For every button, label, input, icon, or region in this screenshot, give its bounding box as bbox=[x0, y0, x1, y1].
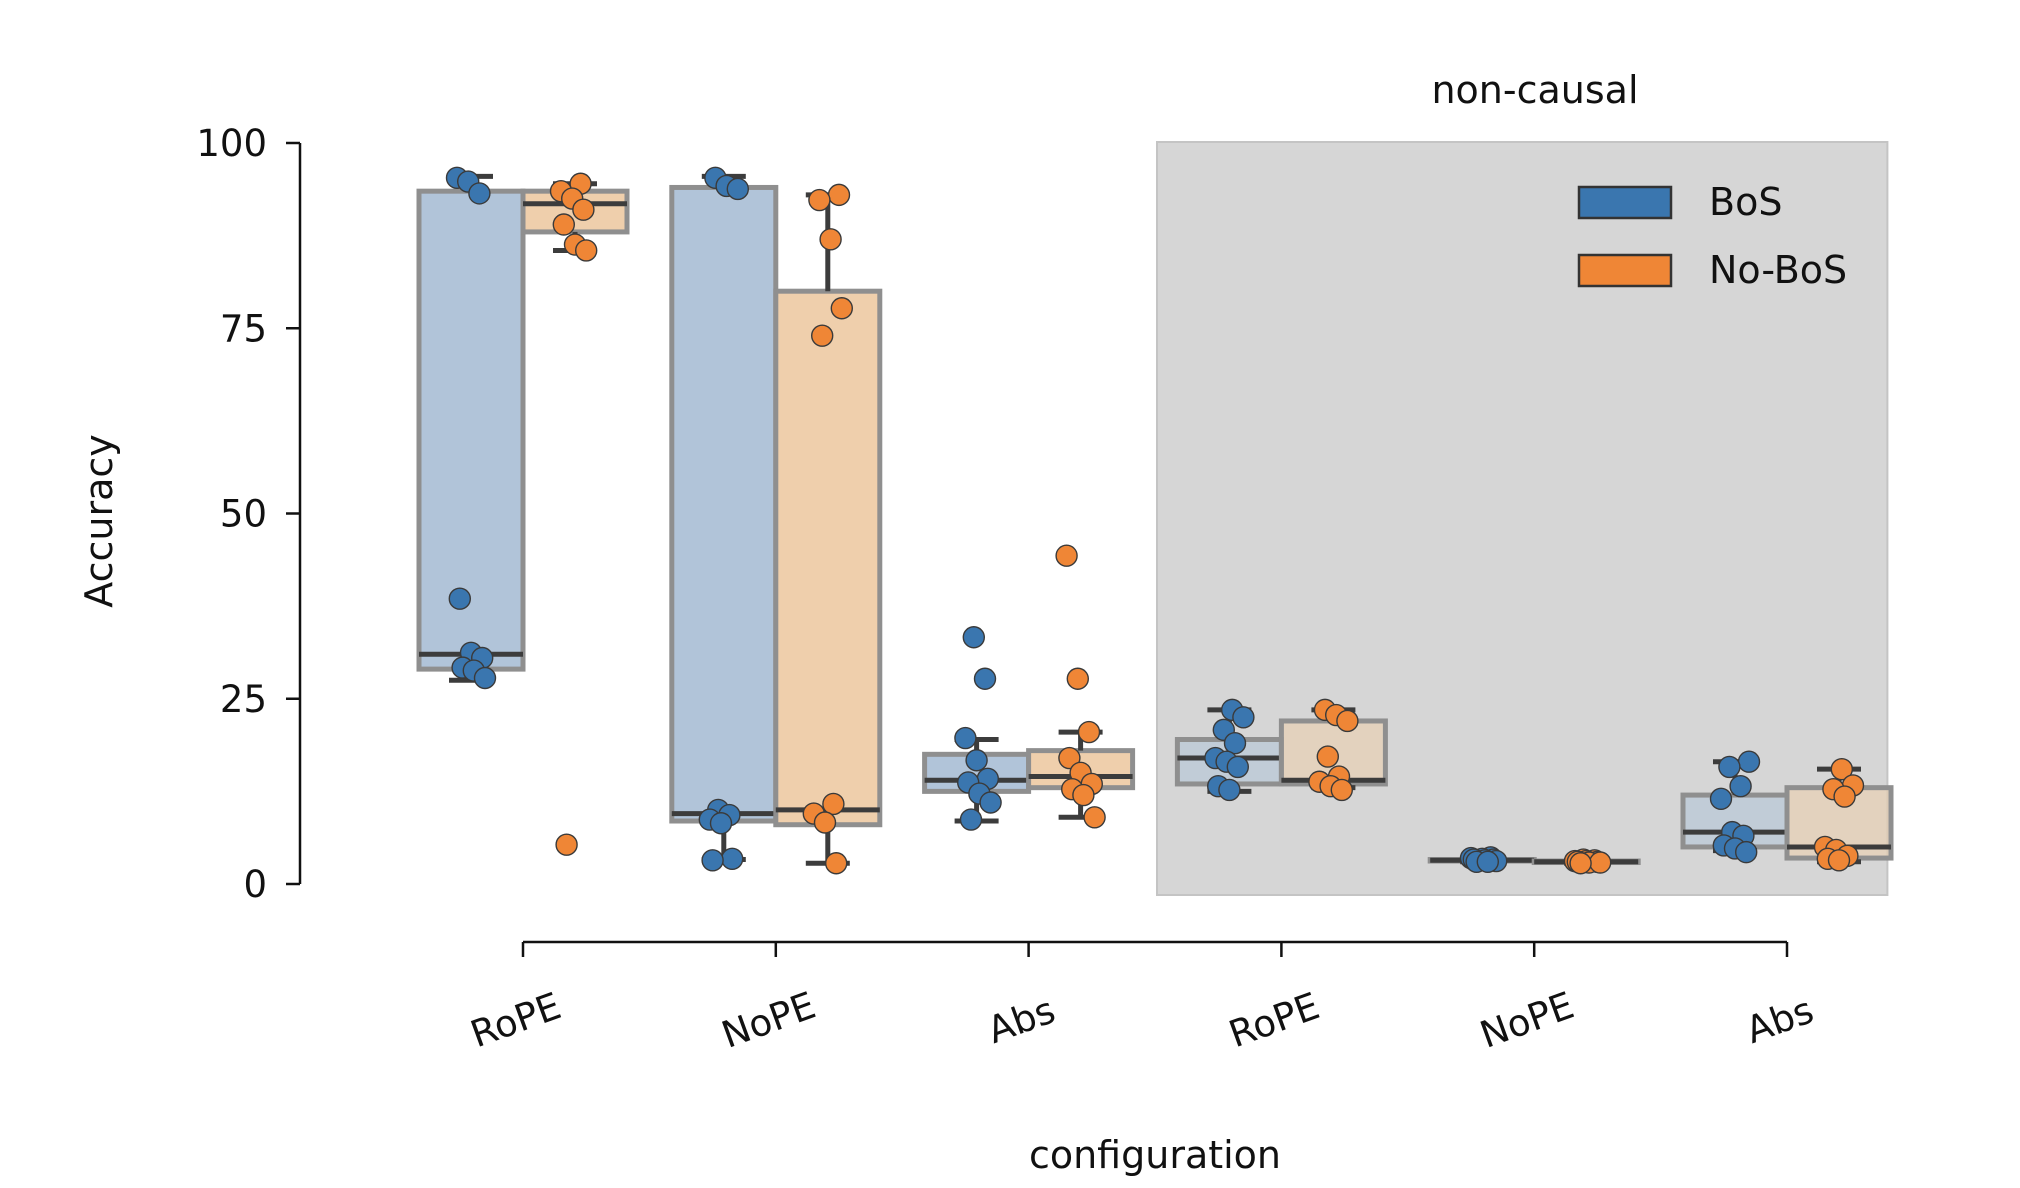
x-tick-label: Abs bbox=[982, 988, 1061, 1052]
x-tick-label: NoPE bbox=[716, 984, 821, 1057]
point-No-BoS bbox=[1336, 709, 1359, 733]
point-BoS bbox=[1223, 732, 1247, 755]
point-No-BoS bbox=[827, 183, 851, 207]
point-BoS bbox=[701, 849, 724, 872]
legend-swatch-BoS bbox=[1577, 185, 1673, 220]
point-No-BoS bbox=[819, 228, 842, 251]
point-No-BoS bbox=[808, 188, 831, 212]
point-No-BoS bbox=[1066, 667, 1090, 690]
point-BoS bbox=[1737, 750, 1761, 773]
box-rect bbox=[773, 288, 883, 828]
point-BoS bbox=[1734, 840, 1758, 864]
point-No-BoS bbox=[1083, 806, 1106, 829]
point-BoS bbox=[965, 749, 988, 772]
legend-label-BoS: BoS bbox=[1709, 180, 1782, 224]
point-No-BoS bbox=[1830, 757, 1854, 781]
box-rect bbox=[669, 184, 779, 824]
x-tick-label: NoPE bbox=[1474, 984, 1579, 1057]
point-No-BoS bbox=[1072, 783, 1095, 807]
y-axis: 0 25 50 75 100 bbox=[196, 122, 302, 906]
point-No-BoS bbox=[572, 198, 595, 221]
point-No-BoS bbox=[575, 239, 598, 262]
point-BoS bbox=[1709, 787, 1733, 810]
point-BoS bbox=[1226, 755, 1250, 779]
box-No-BoS-1 bbox=[773, 192, 883, 866]
point-BoS bbox=[468, 182, 491, 205]
chart-title: non-causal bbox=[1431, 68, 1638, 112]
point-BoS bbox=[1218, 778, 1241, 802]
point-No-BoS bbox=[552, 213, 575, 236]
point-No-BoS bbox=[1833, 785, 1856, 808]
point-No-BoS bbox=[1330, 778, 1354, 802]
point-BoS bbox=[448, 587, 471, 610]
legend: BoS No-BoS bbox=[1577, 180, 1847, 292]
point-BoS bbox=[1232, 706, 1255, 729]
box-BoS-0 bbox=[416, 173, 526, 683]
x-axis-label: configuration bbox=[1029, 1133, 1281, 1177]
y-tick-label: 75 bbox=[220, 307, 267, 350]
legend-swatch-No-BoS bbox=[1577, 253, 1673, 288]
point-No-BoS bbox=[1077, 720, 1101, 744]
point-BoS bbox=[726, 177, 749, 201]
point-BoS bbox=[1729, 774, 1752, 798]
point-BoS bbox=[959, 808, 983, 831]
point-BoS bbox=[473, 666, 497, 690]
y-tick-label: 25 bbox=[220, 678, 267, 721]
x-axis: RoPE NoPE Abs RoPE NoPE Abs bbox=[465, 940, 1819, 1057]
point-No-BoS bbox=[555, 833, 578, 856]
y-axis-label: Accuracy bbox=[77, 434, 121, 608]
x-tick-label: Abs bbox=[1740, 988, 1819, 1052]
point-No-BoS bbox=[822, 792, 845, 816]
y-tick-label: 50 bbox=[220, 493, 267, 536]
point-No-BoS bbox=[1055, 544, 1078, 567]
legend-label-No-BoS: No-BoS bbox=[1709, 248, 1847, 292]
y-tick-label: 0 bbox=[243, 863, 267, 906]
point-No-BoS bbox=[1058, 746, 1081, 770]
y-tick-label: 100 bbox=[196, 122, 267, 165]
point-BoS bbox=[954, 726, 977, 750]
point-No-BoS bbox=[1316, 745, 1340, 768]
point-BoS bbox=[709, 812, 733, 835]
points bbox=[445, 166, 1865, 875]
point-No-BoS bbox=[1588, 851, 1612, 874]
point-No-BoS bbox=[830, 297, 853, 320]
point-BoS bbox=[1476, 850, 1500, 873]
x-tick-label: RoPE bbox=[1223, 984, 1325, 1056]
point-BoS bbox=[979, 791, 1002, 814]
point-BoS bbox=[721, 847, 744, 871]
point-No-BoS bbox=[813, 811, 837, 834]
point-No-BoS bbox=[1827, 849, 1851, 872]
box-rect bbox=[416, 188, 526, 672]
point-BoS bbox=[973, 667, 997, 690]
point-No-BoS bbox=[825, 852, 848, 875]
point-No-BoS bbox=[811, 324, 834, 347]
point-No-BoS bbox=[1569, 852, 1592, 875]
box-BoS-1 bbox=[669, 173, 779, 863]
point-BoS bbox=[962, 626, 985, 649]
point-BoS bbox=[1718, 755, 1741, 779]
x-tick-label: RoPE bbox=[465, 984, 567, 1056]
